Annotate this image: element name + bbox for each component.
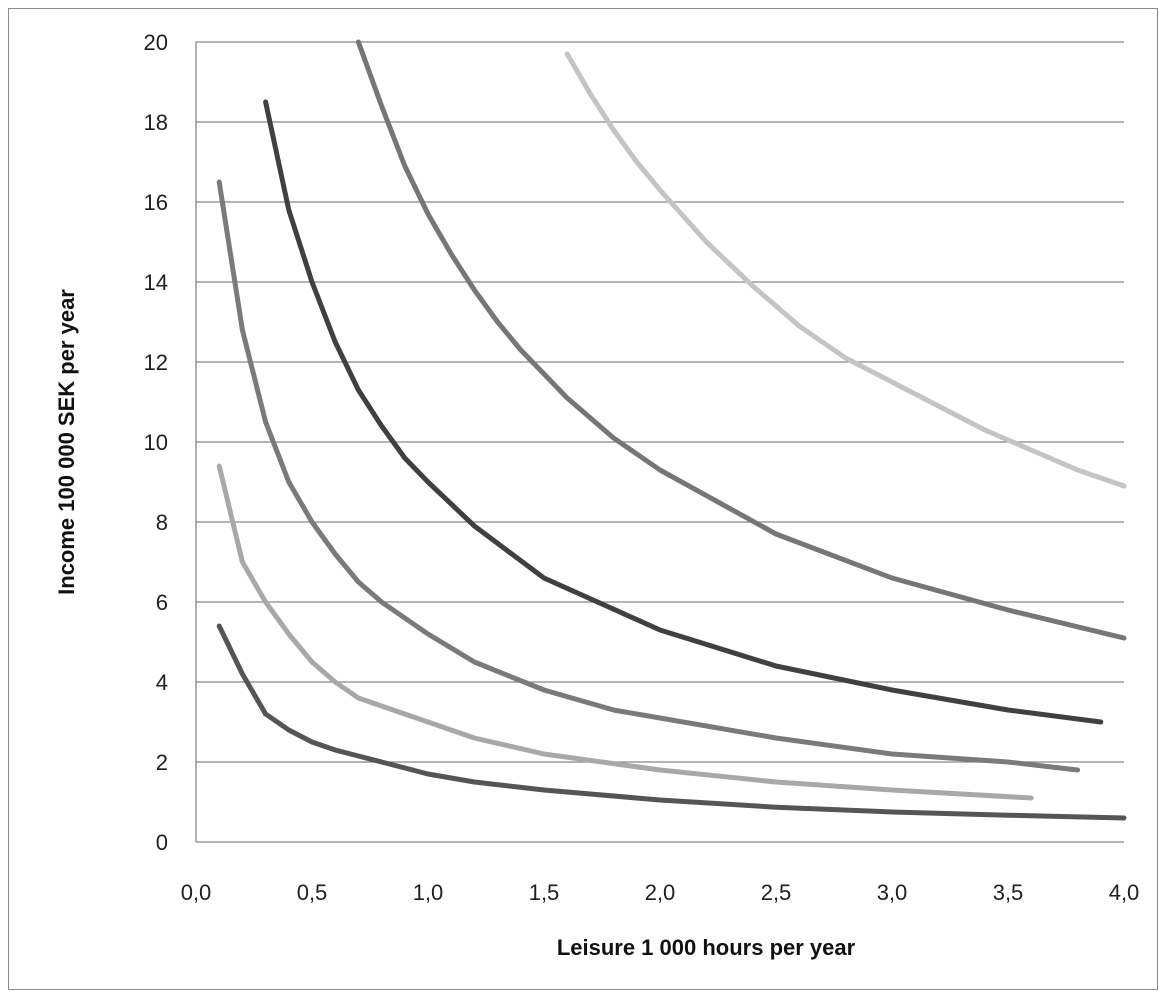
gridlines [196,41,1124,763]
y-tick-label: 20 [144,30,168,55]
series-line-1 [216,623,1127,821]
x-tick-label: 2,5 [761,880,792,905]
y-tick-label: 2 [156,750,168,775]
y-tick-label: 14 [144,270,168,295]
x-tick-label: 4,0 [1109,880,1140,905]
x-tick-label: 1,0 [413,880,444,905]
y-tick-label: 4 [156,670,168,695]
x-tick-label: 1,5 [529,880,560,905]
y-tick-label: 18 [144,110,168,135]
x-axis-title: Leisure 1 000 hours per year [557,935,856,960]
series-line-3 [216,179,1081,773]
series-line-5 [355,39,1127,641]
series-line-4 [263,99,1104,725]
x-tick-label: 3,5 [993,880,1024,905]
x-tick-label: 3,0 [877,880,908,905]
y-axis-title: Income 100 000 SEK per year [54,289,79,595]
y-tick-label: 6 [156,590,168,615]
y-tick-label: 0 [156,830,168,855]
tick-labels: 0 2 4 6 8 10 12 14 16 18 20 0,0 0,5 1,0 1,5 2,0 2,5 3,0 3,… [144,30,1140,905]
chart-frame [8,8,1158,990]
y-tick-label: 12 [144,350,168,375]
y-tick-label: 16 [144,190,168,215]
series-lines [216,39,1127,821]
y-tick-label: 10 [144,430,168,455]
x-tick-label: 0,5 [297,880,328,905]
series-line-2 [216,463,1034,801]
x-tick-label: 0,0 [181,880,212,905]
axes [195,42,1124,843]
y-tick-label: 8 [156,510,168,535]
x-tick-label: 2,0 [645,880,676,905]
series-line-6 [564,51,1127,489]
